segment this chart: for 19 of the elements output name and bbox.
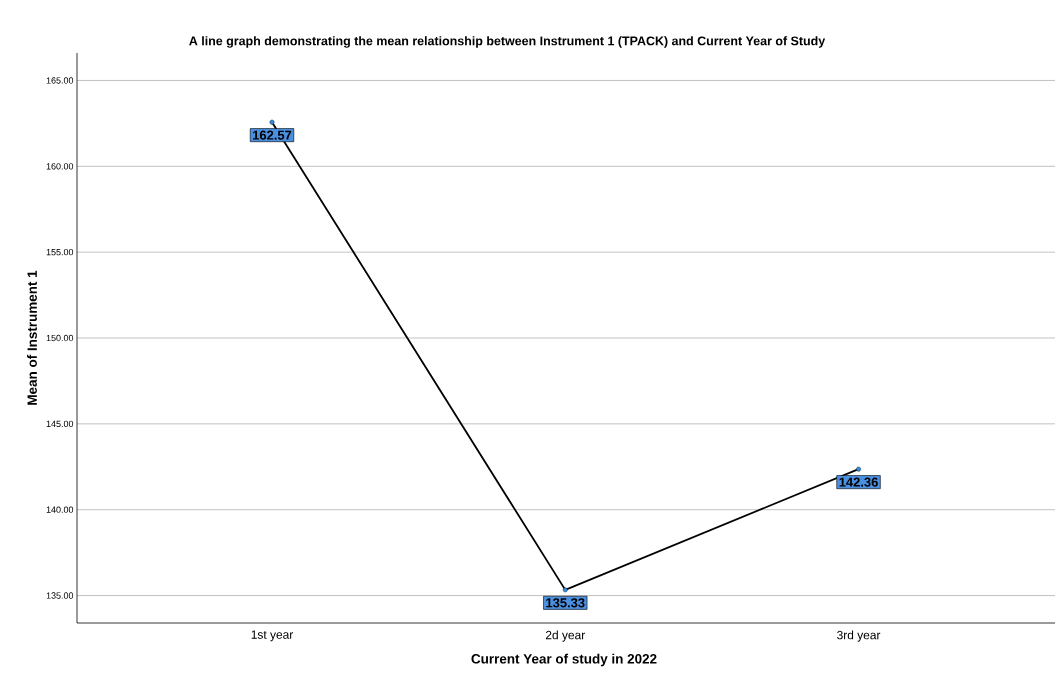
x-tick-label: 1st year — [251, 630, 294, 642]
point — [856, 466, 861, 472]
data-label: 142.36 — [839, 477, 878, 487]
x-axis-title: Current Year of study in 2022 — [471, 653, 657, 667]
x-tick-label: 2d year — [545, 630, 585, 642]
point — [269, 119, 275, 125]
y-tick-label: 165.00 — [46, 77, 74, 84]
chart-title: A line graph demonstrating the mean relationship between Instrument 1 (TPACK) and Current Year of Study — [189, 36, 826, 48]
data-label: 162.57 — [253, 130, 292, 140]
y-tick-label: 155.00 — [46, 248, 74, 256]
y-tick-label: 160.00 — [46, 163, 74, 170]
y-tick-label: 150.00 — [46, 334, 74, 342]
y-tick-label: 140.00 — [46, 506, 74, 513]
y-tick-label: 145.00 — [46, 420, 74, 428]
x-tick-label: 3rd year — [837, 630, 881, 642]
point — [562, 587, 568, 593]
y-tick-label: 135.00 — [46, 592, 74, 599]
data-label: 135.33 — [546, 598, 585, 608]
y-axis-title: Mean of Instrument 1 — [27, 270, 37, 405]
